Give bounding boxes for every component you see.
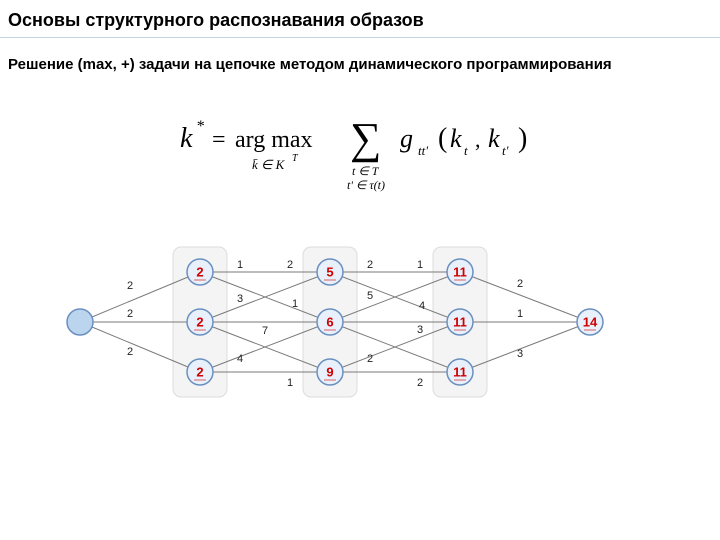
sigma-icon: ∑ [350,114,381,163]
node-label: 11 [453,314,467,329]
formula-arg1: k [450,124,462,153]
node-label: 11 [453,364,467,379]
formula-argmax: arg max [235,127,313,153]
node-label: 5 [326,264,333,279]
paren-open-icon: ( [438,123,447,154]
node-label: 11 [453,264,467,279]
edge-label: 1 [517,308,523,320]
formula: k * = arg max k̄ ∈ K T ∑ t ∈ T t' ∈ τ(t)… [140,97,580,197]
formula-arg2: k [488,124,500,153]
edge-label: 3 [417,324,423,336]
node-label: 2 [196,364,203,379]
edge-label: 4 [419,300,425,312]
edge-label: 2 [517,278,523,290]
formula-g: g [400,124,413,153]
chain-diagram: 2 2 2 1 2 3 1 7 4 1 2 1 5 4 3 2 2 2 1 3 2 2 2 5 6 9 11 11 11 14 [40,227,640,417]
formula-sub1-sup: T [292,153,299,164]
start-node [67,309,93,335]
edge-label: 5 [367,290,373,302]
edge-label: 1 [287,377,293,389]
paren-close-icon: ) [518,123,527,154]
formula-lhs: k [180,123,193,154]
formula-sumsub2: t' ∈ τ(t) [347,178,385,192]
node-label: 9 [326,364,333,379]
node-label: 2 [196,264,203,279]
formula-g-sub: tt' [418,143,428,158]
edge-label: 2 [127,346,133,358]
node-label: 14 [583,314,598,329]
edge-label: 1 [417,259,423,271]
edge-label: 2 [127,308,133,320]
formula-arg1-sub: t [464,143,468,158]
page-title: Основы структурного распознавания образо… [0,0,720,38]
formula-arg2-sub: t' [502,143,509,158]
edge-label: 2 [127,280,133,292]
edge-label: 1 [292,298,298,310]
edge-label: 2 [367,353,373,365]
edge-label: 3 [237,293,243,305]
edge-label: 2 [417,377,423,389]
edge-label: 4 [237,353,243,365]
page-subtitle: Решение (max, +) задачи на цепочке метод… [0,38,720,77]
formula-comma: , [475,127,481,152]
edge-label: 1 [237,259,243,271]
node-label: 2 [196,314,203,329]
edge-label: 7 [262,325,268,337]
edge-label: 2 [287,259,293,271]
node-label: 6 [326,314,333,329]
edge-label: 2 [367,259,373,271]
formula-lhs-sup: * [196,118,204,135]
formula-sub1: k̄ ∈ K [252,157,286,172]
formula-eq: = [212,127,226,153]
edge-label: 3 [517,348,523,360]
formula-sumsub1: t ∈ T [352,164,380,178]
